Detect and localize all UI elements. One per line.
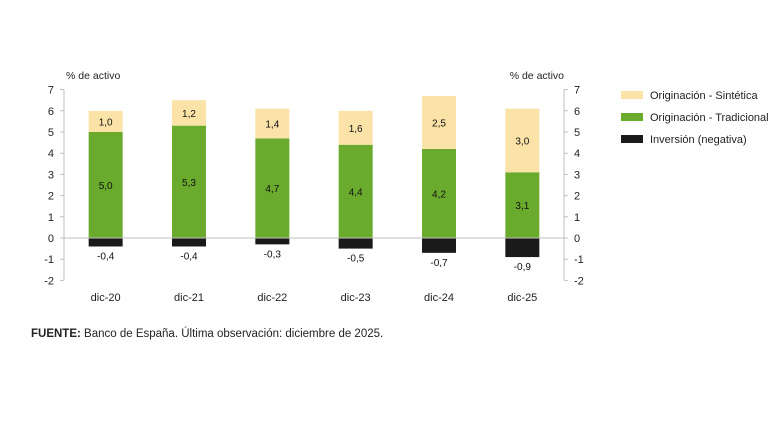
data-label-tradicional: 4,7 (265, 184, 279, 195)
data-label-sintetica: 1,6 (349, 124, 363, 135)
bar-tradicional (88, 132, 123, 238)
data-label-sintetica: 1,2 (182, 109, 196, 120)
y-tick-label-left: 0 (48, 233, 54, 245)
y-tick-label-left: 3 (48, 169, 54, 181)
bar-inversion (338, 238, 373, 249)
bar-sintetica (88, 110, 123, 132)
bar-inversion (422, 238, 456, 253)
bar-sintetica (255, 108, 290, 139)
y-tick-label-left: 1 (48, 212, 54, 224)
y-axis-unit-left: % de activo (66, 70, 120, 82)
data-label-inversion: -0,4 (180, 251, 198, 262)
y-tick-label-right: 0 (574, 233, 580, 245)
y-tick-label-left: 5 (48, 127, 54, 139)
legend-label: Inversión (negativa) (650, 134, 747, 146)
x-category-label: dic-22 (257, 292, 287, 304)
data-label-tradicional: 4,4 (349, 187, 363, 198)
y-tick-label-left: 2 (48, 191, 54, 203)
y-tick-label-right: 3 (574, 169, 580, 181)
data-label-inversion: -0,3 (264, 249, 282, 260)
bar-inversion (172, 238, 206, 247)
y-axis-unit-right: % de activo (510, 70, 564, 82)
legend-label: Originación - Sintética (650, 90, 758, 102)
data-label-tradicional: 3,1 (515, 201, 529, 212)
data-label-inversion: -0,7 (430, 258, 448, 269)
data-label-sintetica: 3,0 (515, 136, 529, 147)
y-tick-label-right: 7 (574, 85, 580, 97)
y-tick-label-left: -1 (44, 254, 54, 266)
y-tick-label-right: -2 (574, 275, 584, 287)
y-tick-label-right: 5 (574, 127, 580, 139)
y-tick-label-left: -2 (44, 275, 54, 287)
y-tick-label-right: 4 (574, 148, 580, 160)
y-tick-label-left: 4 (48, 148, 54, 160)
legend-swatch (621, 135, 643, 143)
data-label-sintetica: 1,4 (265, 120, 279, 131)
data-label-tradicional: 4,2 (432, 189, 446, 200)
y-tick-label-left: 7 (48, 85, 54, 97)
bar-sintetica (338, 110, 373, 145)
bar-tradicional (172, 125, 206, 238)
data-label-inversion: -0,9 (514, 262, 532, 273)
y-tick-label-right: -1 (574, 254, 584, 266)
bar-inversion (505, 238, 540, 258)
data-label-inversion: -0,5 (347, 254, 365, 265)
bar-tradicional (338, 144, 373, 238)
bar-tradicional (422, 148, 456, 238)
legend-swatch (621, 113, 643, 121)
y-tick-label-right: 1 (574, 212, 580, 224)
data-label-sintetica: 2,5 (432, 118, 446, 129)
data-label-tradicional: 5,0 (99, 181, 113, 192)
source-note: FUENTE: Banco de España. Última observac… (31, 328, 383, 340)
y-tick-label-left: 6 (48, 106, 54, 118)
data-label-sintetica: 1,0 (99, 117, 113, 128)
bar-sintetica (172, 100, 206, 126)
x-category-label: dic-24 (424, 292, 454, 304)
legend-label: Originación - Tradicional (650, 112, 769, 124)
x-category-label: dic-23 (341, 292, 371, 304)
bar-tradicional (505, 172, 540, 238)
data-label-inversion: -0,4 (97, 251, 115, 262)
x-category-label: dic-21 (174, 292, 204, 304)
bar-sintetica (422, 95, 456, 149)
y-tick-label-right: 6 (574, 106, 580, 118)
data-label-tradicional: 5,3 (182, 178, 196, 189)
y-tick-label-right: 2 (574, 191, 580, 203)
bar-inversion (88, 238, 123, 247)
x-category-label: dic-20 (91, 292, 121, 304)
bar-tradicional (255, 138, 290, 238)
bar-inversion (255, 238, 290, 245)
bar-sintetica (505, 108, 540, 173)
source-text: Banco de España. Última observación: dic… (80, 328, 384, 340)
legend-swatch (621, 91, 643, 99)
source-label: FUENTE: (31, 328, 81, 340)
x-category-label: dic-25 (507, 292, 537, 304)
